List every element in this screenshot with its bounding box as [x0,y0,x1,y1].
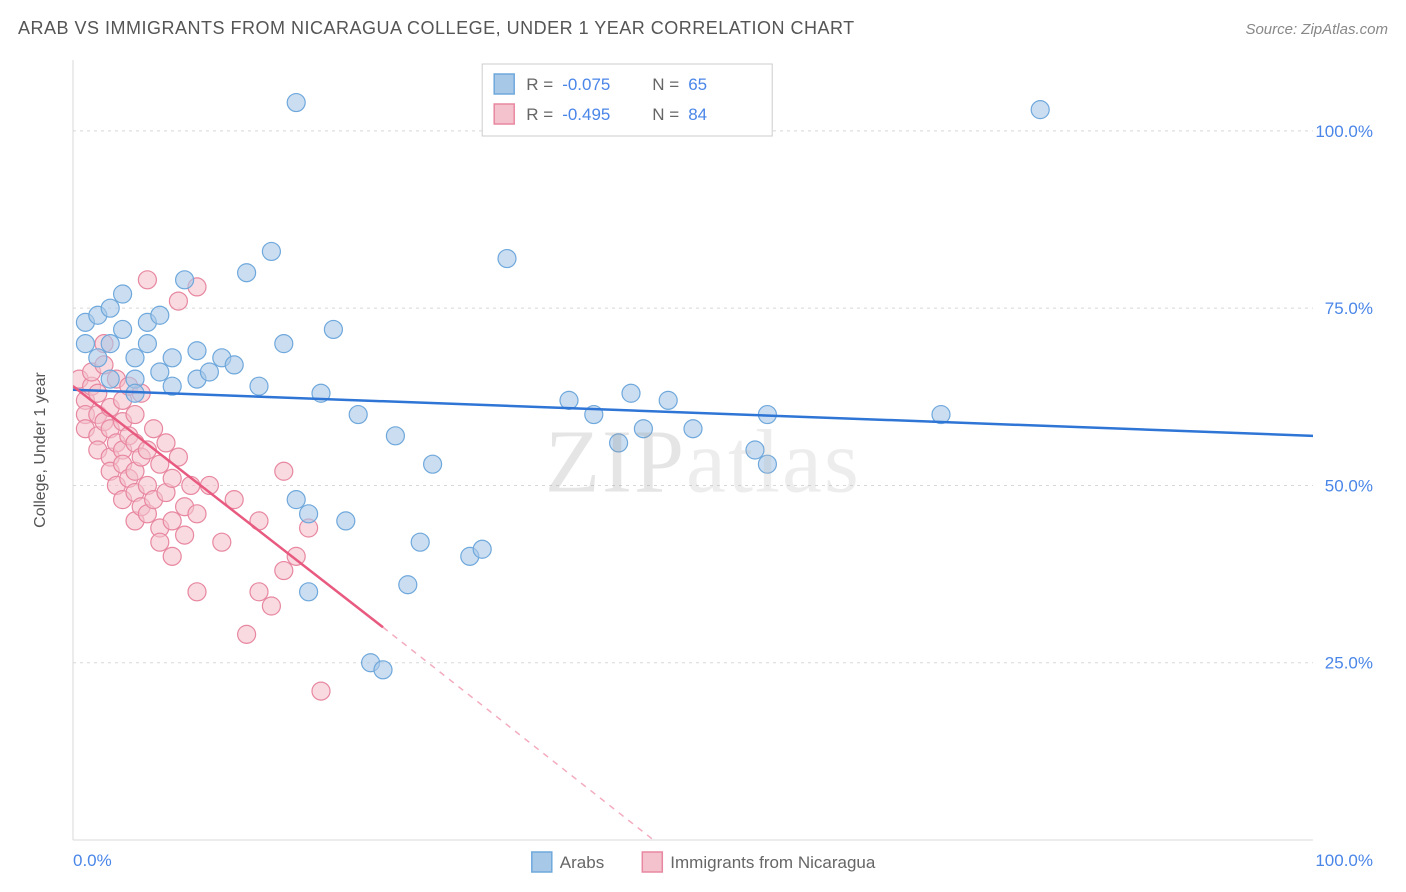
arabs-point [250,377,268,395]
arabs-point [101,370,119,388]
nicaragua-point [312,682,330,700]
arabs-point [76,335,94,353]
arabs-point [374,661,392,679]
arabs-point [101,299,119,317]
arabs-point [287,94,305,112]
bottom-legend-label: Arabs [560,853,604,872]
y-tick-label: 25.0% [1325,654,1373,673]
arabs-point [238,264,256,282]
arabs-point [138,335,156,353]
nicaragua-point [213,533,231,551]
arabs-point [275,335,293,353]
nicaragua-point [176,526,194,544]
nicaragua-point [138,271,156,289]
arabs-point [337,512,355,530]
nicaragua-point [145,420,163,438]
arabs-point [89,349,107,367]
arabs-point [163,349,181,367]
arabs-point [225,356,243,374]
nicaragua-point [262,597,280,615]
nicaragua-point [126,406,144,424]
source-label: Source: ZipAtlas.com [1245,21,1388,38]
arabs-point [411,533,429,551]
arabs-point [287,491,305,509]
scatter-chart: 25.0% 50.0% 75.0% 100.0% 0.0% 100.0% College, … [18,50,1388,874]
nicaragua-point [169,292,187,310]
nicaragua-point [163,469,181,487]
arabs-point [188,342,206,360]
arabs-point [1031,101,1049,119]
arabs-point [758,455,776,473]
y-tick-label: 100.0% [1315,122,1373,141]
legend-r-label: R = [526,105,553,124]
arabs-point [659,391,677,409]
legend-swatch [494,74,514,94]
bottom-legend-label: Immigrants from Nicaragua [670,853,876,872]
arabs-point [151,363,169,381]
legend-swatch [494,104,514,124]
arabs-point [101,335,119,353]
legend-n-label: N = [652,105,679,124]
nicaragua-point [163,512,181,530]
arabs-point [622,384,640,402]
arabs-point [176,271,194,289]
nicaragua-point [275,462,293,480]
arabs-point [424,455,442,473]
arabs-point [498,250,516,268]
bottom-legend-swatch [642,852,662,872]
y-axis-label: College, Under 1 year [32,372,49,528]
arabs-point [300,505,318,523]
y-tick-label: 75.0% [1325,299,1373,318]
nicaragua-point [151,533,169,551]
arabs-point [126,349,144,367]
arabs-point [386,427,404,445]
arabs-point [262,242,280,260]
arabs-point [610,434,628,452]
points-layer [70,94,1049,701]
nicaragua-point [275,562,293,580]
arabs-point [324,320,342,338]
nicaragua-point [157,434,175,452]
nicaragua-point [188,583,206,601]
arabs-point [473,540,491,558]
chart-title: ARAB VS IMMIGRANTS FROM NICARAGUA COLLEG… [18,18,855,39]
trend-layer [73,386,1313,861]
arabs-point [399,576,417,594]
x-tick-max: 100.0% [1315,851,1373,870]
y-tick-label: 50.0% [1325,476,1373,495]
legend-n-value: 84 [688,105,707,124]
x-tick-min: 0.0% [73,851,112,870]
nicaragua-point [188,505,206,523]
nicaragua-point [250,583,268,601]
legend-n-value: 65 [688,75,707,94]
arabs-point [349,406,367,424]
legend-r-value: -0.075 [562,75,610,94]
arabs-point [151,306,169,324]
legend-r-label: R = [526,75,553,94]
arabs-point [684,420,702,438]
chart-container: 25.0% 50.0% 75.0% 100.0% 0.0% 100.0% College, … [18,50,1388,874]
arabs-point [746,441,764,459]
arabs-point [114,320,132,338]
nicaragua-point [238,625,256,643]
arabs-point [300,583,318,601]
arabs-point [114,285,132,303]
legend-r-value: -0.495 [562,105,610,124]
arabs-point [560,391,578,409]
legend-n-label: N = [652,75,679,94]
bottom-legend-swatch [532,852,552,872]
arabs-point [634,420,652,438]
arabs-point [200,363,218,381]
nicaragua-point [163,547,181,565]
